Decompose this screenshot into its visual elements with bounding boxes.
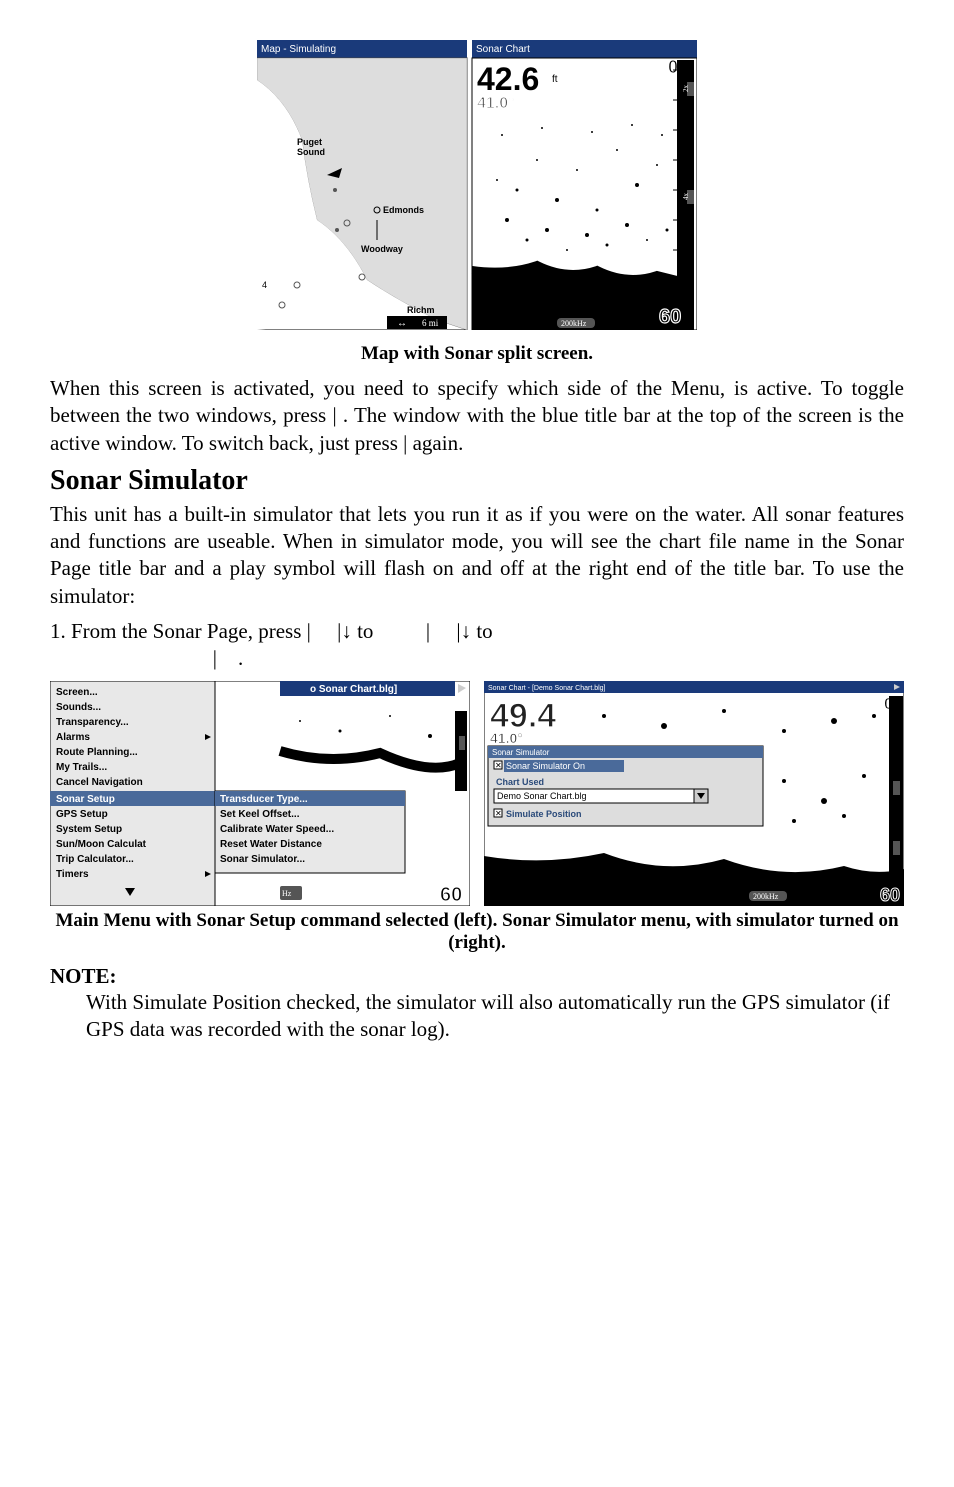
- para1-sep-1: |: [332, 403, 336, 427]
- menu-item-10[interactable]: Sun/Moon Calculat: [56, 839, 147, 850]
- menu-right-svg: Sonar Chart - [Demo Sonar Chart.blg] 49.…: [484, 681, 904, 906]
- split-screen-svg: Map - Simulating Puget Sound Edmonds Woo…: [257, 40, 697, 330]
- temp-value: 41.0°: [477, 95, 515, 112]
- paragraph-2: This unit has a built-in simulator that …: [50, 501, 904, 610]
- depth-value: 42.6: [477, 61, 539, 97]
- submenu-item-1[interactable]: Set Keel Offset...: [220, 809, 300, 820]
- menu-item-1[interactable]: Sounds...: [56, 702, 101, 713]
- step1-a: 1. From the Sonar Page, press: [50, 619, 307, 643]
- step1-b: |: [307, 619, 311, 643]
- menu-left-svg: o Sonar Chart.blg] 0 Screen... Sounds...…: [50, 681, 470, 906]
- note-label: NOTE:: [50, 964, 904, 989]
- sonar-zero: 0: [668, 57, 678, 77]
- step1-e: |↓ to: [456, 619, 492, 643]
- menu-item-11[interactable]: Trip Calculator...: [56, 854, 134, 865]
- svg-text:↔: ↔: [397, 318, 407, 329]
- menu-item-0[interactable]: Screen...: [56, 687, 98, 698]
- sonar-title: Sonar Chart: [476, 44, 530, 55]
- note-body: With Simulate Position checked, the simu…: [86, 989, 904, 1044]
- menu-item-4[interactable]: Route Planning...: [56, 747, 138, 758]
- right-temp: 41.0°: [490, 730, 523, 746]
- step1-c: |↓ to: [337, 619, 379, 643]
- svg-text:Hz: Hz: [282, 889, 292, 898]
- opt-sim-pos[interactable]: Simulate Position: [506, 809, 582, 819]
- right-title: Sonar Chart - [Demo Sonar Chart.blg]: [488, 685, 606, 692]
- submenu-item-3[interactable]: Reset Water Distance: [220, 839, 322, 850]
- opt-sim-on[interactable]: Sonar Simulator On: [506, 761, 585, 771]
- para1-text-e: again.: [413, 431, 464, 455]
- right-freq: 200kHz: [753, 892, 779, 901]
- label-sound: Sound: [297, 147, 325, 157]
- figure2-row: o Sonar Chart.blg] 0 Screen... Sounds...…: [50, 681, 904, 906]
- menu-item-6[interactable]: Cancel Navigation: [56, 777, 143, 788]
- step-1: 1. From the Sonar Page, press | |↓ to | …: [50, 618, 904, 673]
- svg-text:4: 4: [262, 280, 267, 290]
- para1-sep-2: |: [403, 431, 407, 455]
- submenu-item-0[interactable]: Transducer Type...: [220, 794, 308, 805]
- figure2-caption: Main Menu with Sonar Setup command selec…: [50, 910, 904, 954]
- submenu-item-2[interactable]: Calibrate Water Speed...: [220, 824, 334, 835]
- right-bottom: 60: [880, 885, 900, 905]
- label-edmonds: Edmonds: [383, 205, 424, 215]
- heading-sonar-simulator: Sonar Simulator: [50, 465, 904, 497]
- step1-f: |: [213, 646, 217, 670]
- label-woodway: Woodway: [361, 244, 403, 254]
- opt-chart-used-label: Chart Used: [496, 777, 544, 787]
- depth-unit: ft: [552, 74, 558, 85]
- figure1-caption: Map with Sonar split screen.: [50, 343, 904, 365]
- menu-item-7-selected[interactable]: Sonar Setup: [56, 794, 115, 805]
- menu-item-8[interactable]: GPS Setup: [56, 809, 108, 820]
- opt-chart-used-value[interactable]: Demo Sonar Chart.blg: [497, 791, 587, 801]
- svg-text:✕: ✕: [495, 809, 502, 818]
- step1-g: .: [238, 646, 243, 670]
- menu-item-5[interactable]: My Trails...: [56, 762, 107, 773]
- svg-text:4x: 4x: [682, 193, 690, 201]
- menu-item-3[interactable]: Alarms: [56, 732, 90, 743]
- label-richm: Richm: [407, 305, 435, 315]
- step1-d: |: [426, 619, 430, 643]
- sonar-range-bottom: 60: [659, 306, 681, 328]
- map-title: Map - Simulating: [261, 44, 336, 55]
- submenu-item-4[interactable]: Sonar Simulator...: [220, 854, 305, 865]
- menu-item-9[interactable]: System Setup: [56, 824, 122, 835]
- label-puget: Puget: [297, 137, 322, 147]
- figure-split-screen: Map - Simulating Puget Sound Edmonds Woo…: [50, 40, 904, 335]
- left-bottom-depth: 60: [440, 884, 462, 906]
- left-title: o Sonar Chart.blg]: [310, 684, 397, 695]
- paragraph-1: When this screen is activated, you need …: [50, 375, 904, 457]
- svg-text:2x: 2x: [682, 85, 690, 93]
- map-scale: 6 mi: [422, 318, 439, 328]
- menu-item-12[interactable]: Timers: [56, 869, 89, 880]
- dialog-title: Sonar Simulator: [492, 748, 550, 757]
- svg-text:✕: ✕: [495, 761, 502, 770]
- sonar-freq: 200kHz: [561, 319, 587, 328]
- menu-item-2[interactable]: Transparency...: [56, 717, 129, 728]
